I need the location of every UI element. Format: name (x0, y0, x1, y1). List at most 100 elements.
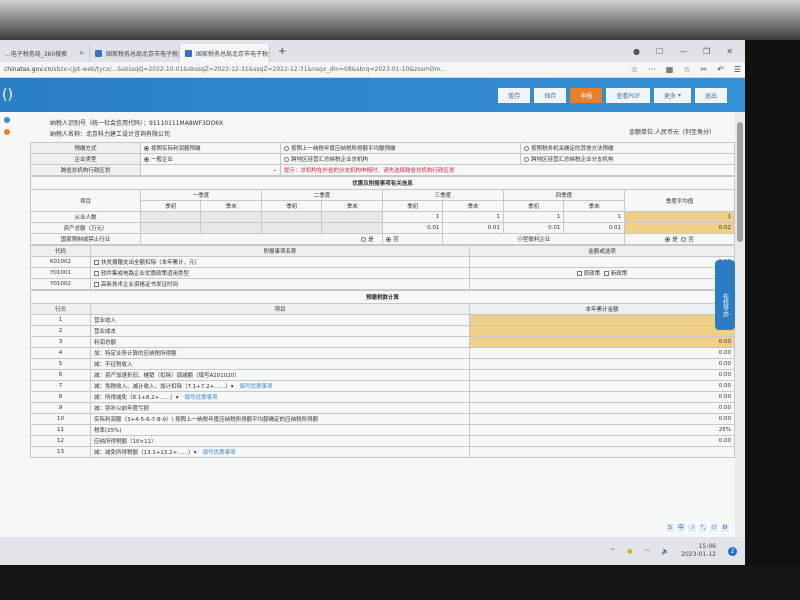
calc-amount[interactable]: 0.00 (468, 380, 736, 392)
maximize-icon[interactable]: ❐ (703, 46, 711, 56)
addendum-y01002[interactable]: 高新技术企业资格证书发证时间 (90, 278, 470, 290)
new-policy-checkbox[interactable]: 新政策 (603, 271, 627, 277)
restricted-no-option[interactable]: 否 (381, 233, 444, 245)
ime-logo-icon[interactable]: S (666, 524, 674, 532)
tab-etax-1[interactable]: 国家税务总局北京市电子税务局✕ (90, 44, 180, 62)
q3-header: 三季度 (381, 189, 504, 201)
employees-cell[interactable] (139, 211, 202, 223)
assets-cell[interactable]: 0.01 (442, 222, 504, 234)
old-policy-checkbox[interactable]: 原政策 (576, 271, 600, 277)
more-button[interactable]: 更多 ▾ (654, 88, 691, 103)
employees-cell[interactable]: 1 (563, 211, 625, 223)
assets-cell[interactable]: 0.01 (563, 222, 625, 234)
view-pdf-button[interactable]: 查看PDF (606, 88, 651, 103)
addendum-value[interactable]: 0.00 (469, 256, 735, 268)
assets-cell[interactable] (139, 222, 202, 234)
favorites-icon[interactable]: ☆ (683, 65, 691, 74)
assets-cell[interactable] (200, 222, 262, 234)
region-select[interactable]: ⌄ (140, 164, 281, 176)
assets-cell[interactable] (260, 222, 323, 234)
tab-search[interactable]: ...电子税务局_360搜索 ✕ (0, 44, 90, 62)
checkbox-icon (94, 271, 99, 276)
addendum-y01001[interactable]: 软件集成电路企业优惠政策适用类型 (90, 267, 470, 279)
calc-amount[interactable]: 0.00 (468, 413, 736, 425)
small-no-option[interactable]: 否 (681, 237, 694, 243)
calc-amount[interactable]: 0.00 (468, 336, 736, 348)
fill-preference-link[interactable]: 填写优惠事项 (184, 395, 218, 401)
record-icon[interactable]: ● (632, 46, 640, 56)
calc-amount[interactable]: 0.00 (468, 402, 736, 414)
assets-cell[interactable]: 0.01 (381, 222, 444, 234)
calc-amount[interactable] (468, 325, 736, 337)
scrollbar-thumb[interactable] (737, 122, 743, 242)
restricted-industry-label: 国家限制或禁止行业 (30, 233, 141, 245)
minimize-icon[interactable]: — (679, 46, 688, 56)
calc-amount[interactable]: 0.00 (468, 358, 736, 370)
calc-amount[interactable]: 0.00 (468, 391, 736, 403)
scrollbar[interactable] (735, 112, 745, 565)
tab-etax-2[interactable]: 国家税务总局北京市电子税务局✕ (180, 44, 270, 62)
ime-chinese-icon[interactable]: 中 (677, 524, 685, 532)
type-branch-option[interactable]: 跨地区经营汇总纳税企业分支机构 (520, 153, 735, 165)
tray-expand-icon[interactable]: ^ (610, 547, 616, 555)
type-general-option[interactable]: 一般企业 (140, 153, 281, 165)
network-icon[interactable]: ◠ (644, 547, 650, 555)
assets-cell[interactable] (321, 222, 383, 234)
submit-button[interactable]: 申报 (570, 88, 603, 103)
tray-app-icon[interactable]: ● (627, 547, 633, 555)
restricted-yes-option[interactable]: 是 (361, 237, 374, 243)
undo-icon[interactable]: ↶ (717, 65, 724, 74)
prepay-actual-option[interactable]: 按照实际利润额预缴 (140, 142, 281, 154)
calc-amount[interactable] (468, 446, 736, 458)
ime-settings-icon[interactable]: ⚙ (721, 524, 729, 532)
prepay-other-option[interactable]: 按照税务机关确定的其他方法预缴 (520, 142, 735, 154)
exit-button[interactable]: 退出 (694, 88, 727, 103)
assets-cell[interactable]: 0.01 (502, 222, 565, 234)
option-label: 是 (672, 237, 678, 243)
employees-cell[interactable]: 1 (442, 211, 504, 223)
ime-punct-icon[interactable]: °, (699, 524, 707, 532)
scissors-icon[interactable]: ✂ (700, 65, 708, 74)
employees-cell[interactable]: 1 (502, 211, 565, 223)
address-bar[interactable]: chinatax.gov.cn/sbzx-cjpt-web/tycx/...&s… (0, 62, 745, 78)
clock-time[interactable]: 15:06 (698, 543, 716, 550)
restore-icon[interactable]: ☐ (655, 46, 664, 56)
type-hq-option[interactable]: 跨地区经营汇总纳税企业总机构 (280, 153, 521, 165)
clock-date[interactable]: 2023-01-12 (681, 551, 716, 558)
apps-icon[interactable]: ▦ (665, 65, 674, 74)
calc-amount[interactable]: 0.00 (468, 435, 736, 447)
calc-amount[interactable]: 0.00 (468, 369, 736, 381)
new-tab-button[interactable]: + (278, 45, 287, 57)
calc-item: 减：免税收入、减计收入、加计扣除（7.1+7.2+……）▾ 填写优惠事项 (90, 380, 470, 392)
temp-save-button[interactable]: 暂存 (498, 88, 531, 103)
addendum-value[interactable] (469, 278, 735, 290)
employees-cell[interactable] (200, 211, 262, 223)
small-yes-option[interactable]: 是 (665, 237, 678, 243)
calc-amount[interactable]: 25% (468, 424, 736, 436)
addendum-k01002[interactable]: 扶贫捐赠支出全额扣除（本年累计，元） (90, 256, 470, 268)
calc-amount[interactable]: 0.00 (468, 347, 736, 359)
employees-cell[interactable] (321, 211, 383, 223)
more-icon[interactable]: ··· (648, 65, 656, 74)
side-info-icon[interactable] (4, 117, 10, 123)
ime-user-icon[interactable]: ⚇ (710, 524, 718, 532)
addendum-name: 软件集成电路企业优惠政策适用类型 (101, 271, 190, 277)
calc-amount[interactable]: 0.00 (468, 314, 736, 326)
volume-icon[interactable]: 🔈 (661, 547, 670, 555)
notification-badge[interactable]: 2 (728, 546, 737, 556)
employees-cell[interactable]: 1 (381, 211, 444, 223)
employees-cell[interactable] (260, 211, 323, 223)
prepay-average-option[interactable]: 按照上一纳税年度应纳税所得额平均额预缴 (280, 142, 521, 154)
ime-moon-icon[interactable]: ☽ (688, 524, 696, 532)
fill-preference-link[interactable]: 填写优惠事项 (239, 384, 273, 390)
star-icon[interactable]: ☆ (630, 65, 639, 74)
menu-icon[interactable]: ☰ (733, 65, 741, 74)
online-guide-button[interactable]: 在线导办 (715, 260, 735, 330)
close-icon[interactable]: ✕ (78, 49, 84, 57)
fill-preference-link[interactable]: 填写优惠事项 (202, 450, 236, 456)
prepay-method-label: 预缴方式 (30, 142, 141, 154)
close-window-icon[interactable]: ✕ (726, 46, 733, 56)
avg-header: 季度平均值 (623, 189, 736, 212)
save-button[interactable]: 保存 (534, 88, 567, 103)
side-alert-icon[interactable] (4, 129, 10, 135)
